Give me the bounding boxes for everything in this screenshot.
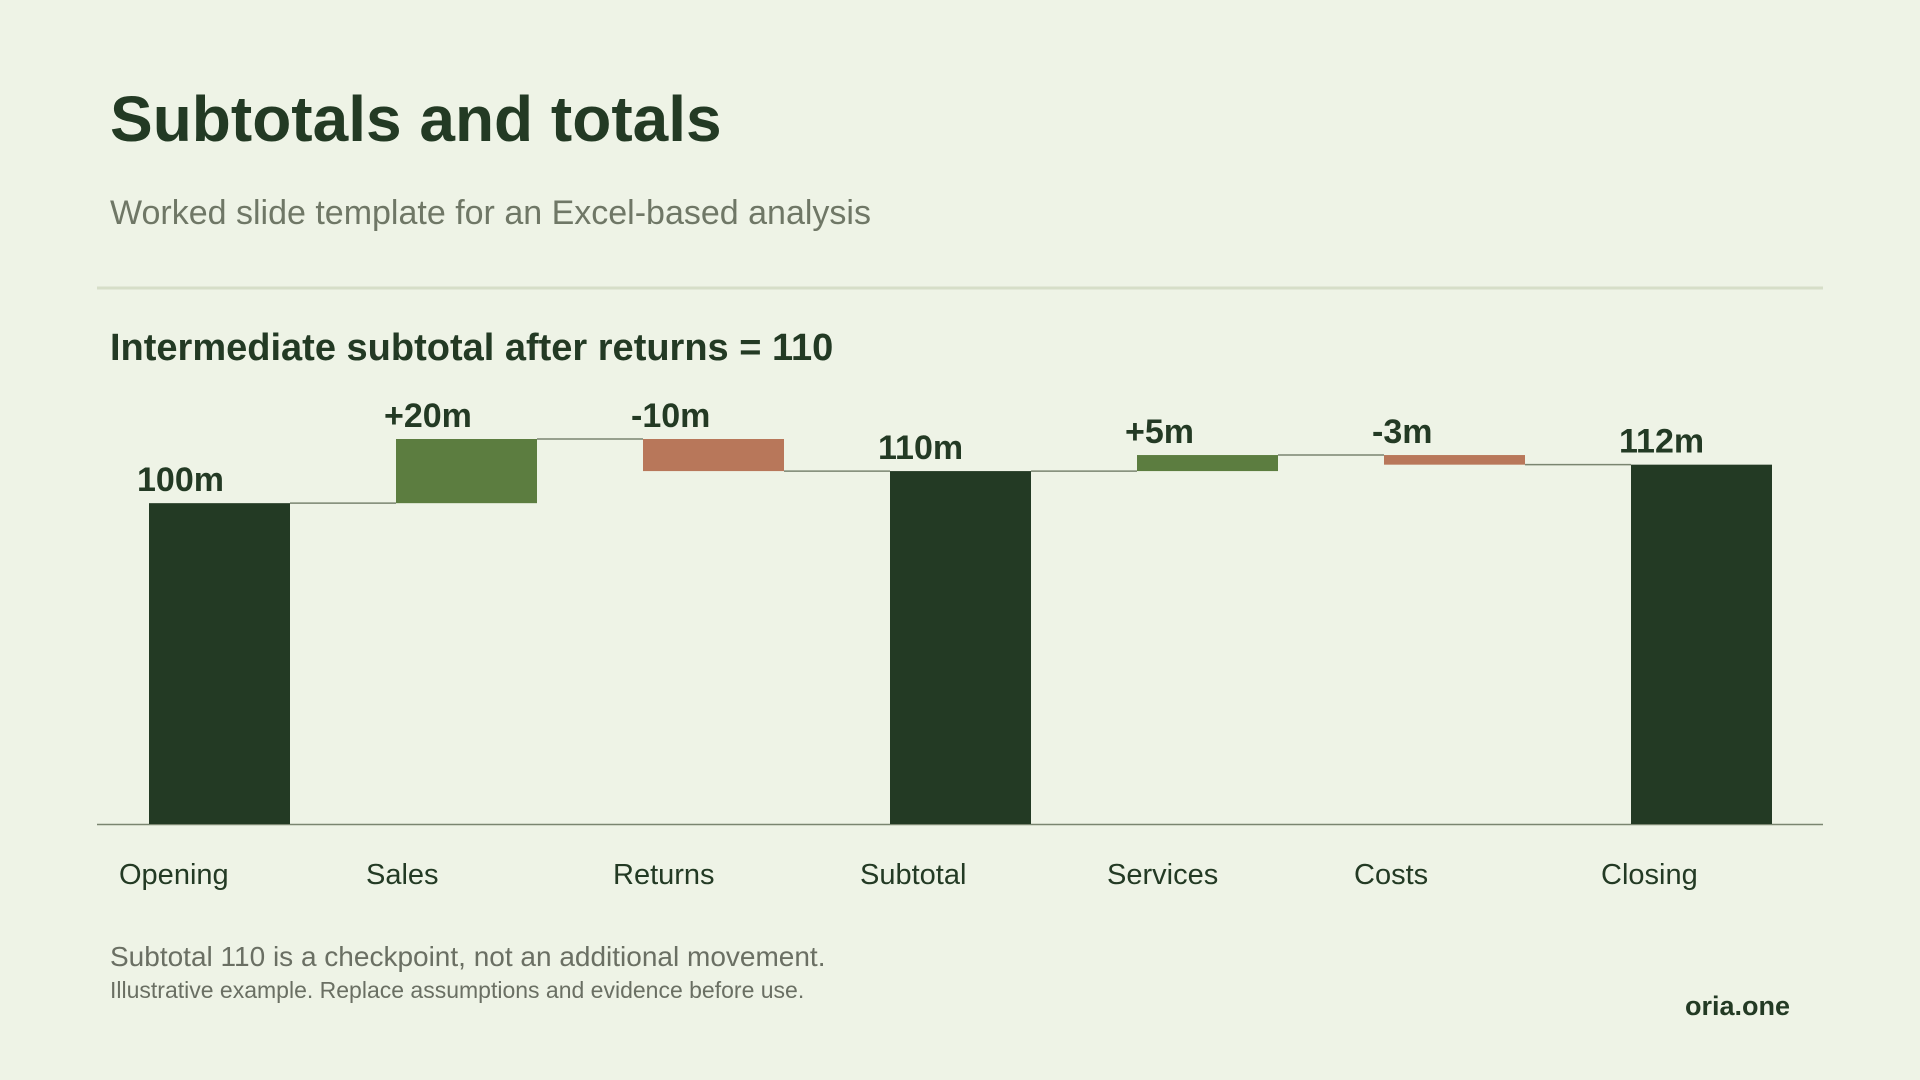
bar (396, 439, 537, 504)
bar (1137, 455, 1278, 472)
disclaimer: Illustrative example. Replace assumption… (110, 977, 804, 1003)
x-tick-label: Sales (366, 859, 439, 891)
value-label: -10m (631, 397, 710, 435)
value-label: 110m (878, 429, 963, 467)
value-label: 100m (137, 461, 224, 499)
value-label: 112m (1619, 423, 1704, 461)
x-tick-label: Costs (1354, 859, 1428, 891)
subtitle: Worked slide template for an Excel-based… (110, 194, 871, 232)
bar (1631, 464, 1772, 824)
bar (643, 439, 784, 472)
x-tick-label: Services (1107, 859, 1218, 891)
brand: oria.one (1685, 991, 1790, 1021)
chart-title: Intermediate subtotal after returns = 11… (110, 327, 833, 369)
x-tick-label: Returns (613, 859, 715, 891)
bar (149, 503, 290, 824)
x-tick-label: Subtotal (860, 859, 966, 891)
bar (1384, 455, 1525, 465)
bar (890, 471, 1031, 824)
title: Subtotals and totals (110, 83, 722, 155)
value-label: -3m (1372, 413, 1432, 451)
x-tick-label: Closing (1601, 859, 1698, 891)
value-label: +5m (1125, 413, 1194, 451)
value-label: +20m (384, 397, 472, 435)
footnote: Subtotal 110 is a checkpoint, not an add… (110, 941, 826, 972)
x-tick-label: Opening (119, 859, 229, 891)
